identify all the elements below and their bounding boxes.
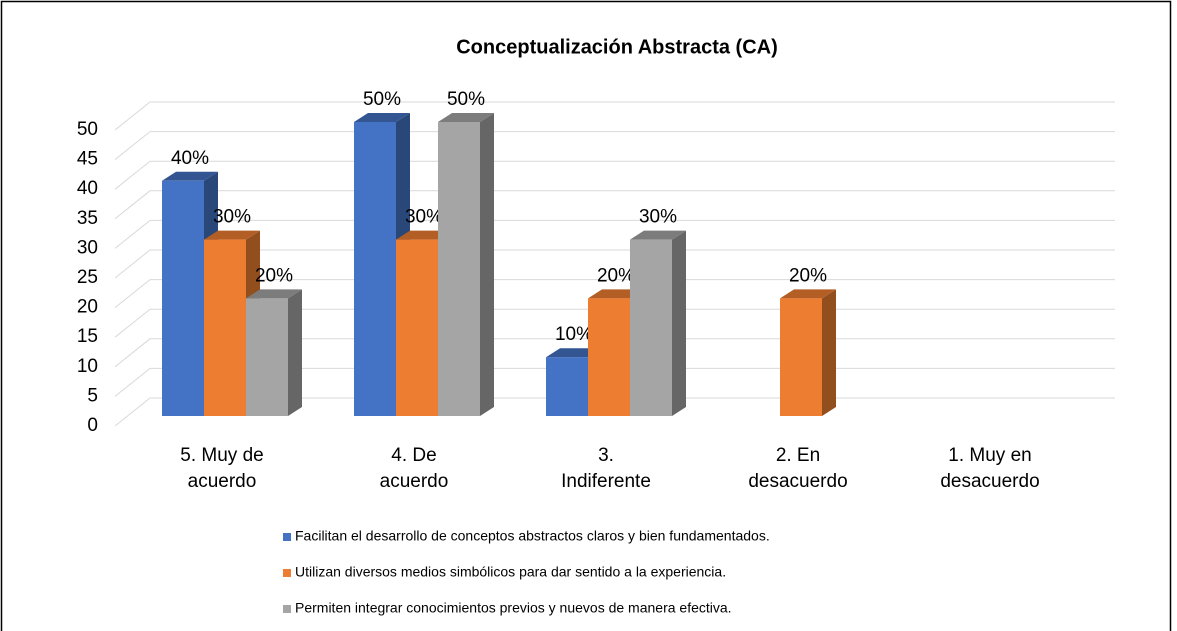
y-tick-label: 45	[77, 149, 98, 170]
data-label: 30%	[639, 207, 677, 228]
y-tick-label: 50	[77, 119, 98, 140]
bar-side	[480, 113, 494, 416]
x-tick-label: 2. En desacuerdo	[748, 445, 847, 492]
bar	[396, 239, 438, 416]
grid-line	[114, 219, 1115, 249]
legend-swatch	[283, 533, 291, 541]
y-tick-label: 40	[77, 178, 98, 199]
data-label: 30%	[213, 207, 251, 228]
bar-side	[672, 230, 686, 416]
y-tick-label: 5	[87, 385, 98, 406]
bar	[204, 239, 246, 416]
bar-top	[630, 230, 686, 240]
data-label: 30%	[405, 207, 443, 228]
data-label: 10%	[555, 324, 593, 345]
bar	[354, 122, 396, 416]
x-tick-label: 1. Muy en desacuerdo	[940, 445, 1039, 492]
legend-swatch	[283, 569, 291, 577]
y-tick-label: 20	[77, 297, 98, 318]
bar	[546, 357, 588, 416]
data-label: 20%	[597, 265, 635, 286]
y-tick-label: 10	[77, 356, 98, 377]
bar-top	[438, 113, 494, 122]
legend-label: Utilizan diversos medios simbólicos para…	[295, 564, 726, 580]
legend-label: Facilitan el desarrollo de conceptos abs…	[295, 528, 770, 544]
bar-top	[780, 289, 836, 299]
bar-top	[162, 171, 218, 181]
grid-line	[114, 131, 1115, 160]
bar	[162, 180, 204, 416]
y-tick-label: 25	[77, 267, 98, 288]
chart-title: Conceptualización Abstracta (CA)	[456, 36, 778, 58]
bar-side	[822, 289, 836, 416]
y-tick-label: 15	[77, 326, 98, 347]
bar-side	[288, 289, 302, 416]
grid-line	[114, 101, 1115, 131]
data-label: 20%	[789, 265, 827, 286]
bar	[246, 298, 288, 416]
legend-label: Permiten integrar conocimientos previos …	[295, 600, 732, 616]
bar	[438, 122, 480, 416]
bar-top	[354, 113, 410, 122]
bar	[588, 298, 630, 416]
x-tick-label: 3. Indiferente	[561, 445, 651, 492]
grid-line	[114, 249, 1115, 279]
x-tick-label: 4. De acuerdo	[380, 445, 449, 492]
data-label: 50%	[447, 89, 485, 110]
bar	[630, 239, 672, 416]
bar-top	[246, 289, 302, 299]
data-label: 50%	[363, 89, 401, 110]
bar-top	[204, 230, 260, 240]
data-label: 20%	[255, 265, 293, 286]
y-tick-label: 0	[87, 415, 98, 436]
legend-swatch	[283, 605, 291, 613]
data-label: 40%	[171, 148, 209, 169]
x-tick-label: 5. Muy de acuerdo	[180, 445, 263, 492]
y-tick-label: 35	[77, 208, 98, 229]
grid-line	[114, 279, 1115, 308]
y-tick-label: 30	[77, 237, 98, 258]
grid-line	[114, 190, 1115, 220]
bar	[780, 298, 822, 416]
grid-line	[114, 160, 1115, 190]
